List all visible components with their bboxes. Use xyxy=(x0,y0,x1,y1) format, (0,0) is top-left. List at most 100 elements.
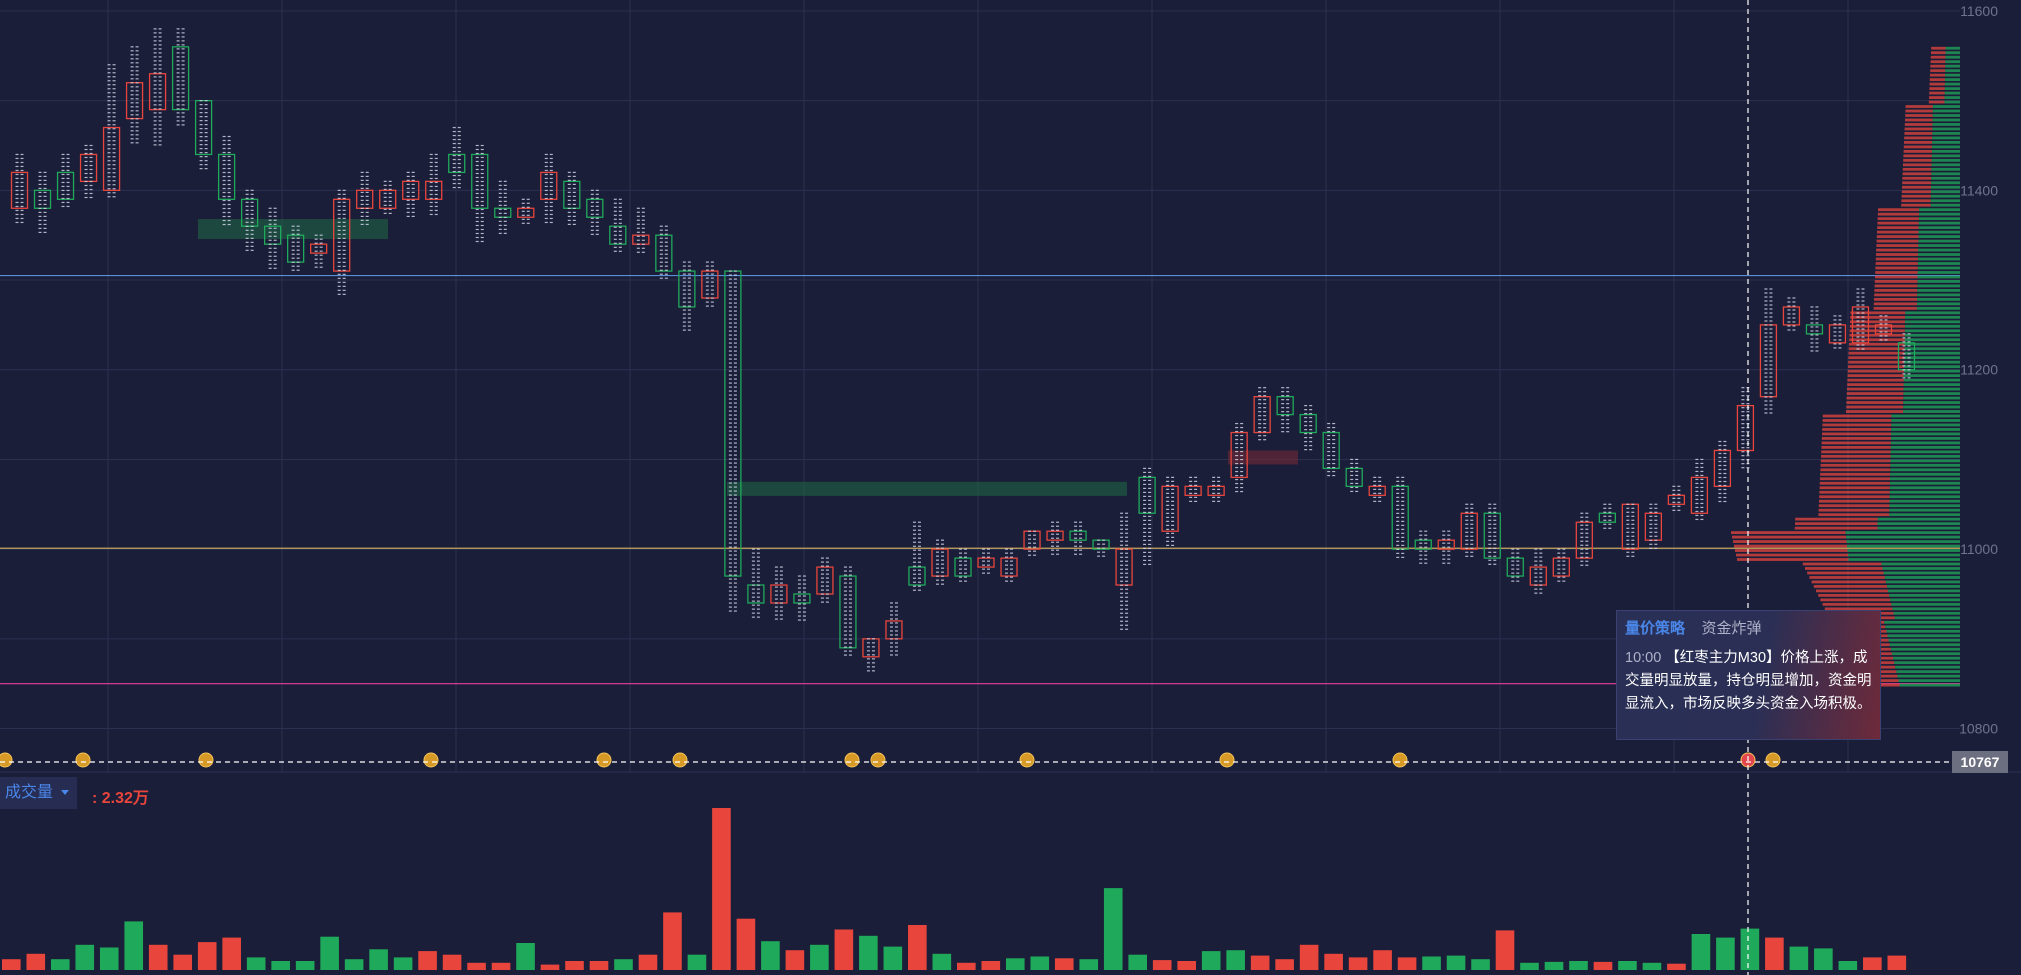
volume-bar[interactable] xyxy=(1642,962,1662,970)
volume-bar[interactable] xyxy=(369,949,388,970)
candle-body[interactable] xyxy=(217,153,236,200)
volume-bar[interactable] xyxy=(1765,937,1784,970)
candle-body[interactable] xyxy=(10,171,29,209)
candles[interactable] xyxy=(10,28,1916,672)
candle-body[interactable] xyxy=(33,189,52,209)
volume-bar[interactable] xyxy=(1446,955,1466,970)
candle-body[interactable] xyxy=(148,73,167,111)
candle-body[interactable] xyxy=(1759,324,1778,398)
candle-body[interactable] xyxy=(1828,324,1847,344)
signal-marker-icon[interactable] xyxy=(423,752,439,768)
signal-marker-icon[interactable] xyxy=(1019,752,1035,768)
candle-body[interactable] xyxy=(1874,324,1893,335)
candle-body[interactable] xyxy=(632,234,650,245)
volume-bar[interactable] xyxy=(981,961,1001,970)
signal-marker-icon[interactable] xyxy=(596,752,612,768)
signal-marker-icon[interactable] xyxy=(0,752,13,768)
candle-body[interactable] xyxy=(1851,306,1870,344)
candle-body[interactable] xyxy=(1529,566,1547,586)
volume-bar[interactable] xyxy=(565,961,584,970)
signal-marker-icon[interactable] xyxy=(844,752,860,768)
candle-body[interactable] xyxy=(1506,557,1524,577)
candle-body[interactable] xyxy=(1897,342,1916,371)
candle-body[interactable] xyxy=(1322,431,1340,470)
candle-body[interactable] xyxy=(586,198,604,218)
volume-bar[interactable] xyxy=(589,961,609,970)
candle-body[interactable] xyxy=(1552,557,1570,577)
volume-bar[interactable] xyxy=(638,954,658,970)
signal-marker-icon[interactable] xyxy=(1765,752,1781,768)
candle-body[interactable] xyxy=(1575,521,1593,559)
candle-body[interactable] xyxy=(885,620,903,640)
signal-marker-icon[interactable] xyxy=(75,752,91,768)
candle-body[interactable] xyxy=(1299,413,1317,434)
candle-body[interactable] xyxy=(1207,485,1225,496)
candle-body[interactable] xyxy=(540,171,558,200)
volume-bar[interactable] xyxy=(1716,937,1735,970)
signal-marker-icon[interactable] xyxy=(198,752,214,768)
volume-bar[interactable] xyxy=(810,944,829,970)
candle-body[interactable] xyxy=(1598,512,1616,523)
volume-bar[interactable] xyxy=(540,964,560,970)
volume-bar[interactable] xyxy=(99,947,119,971)
candle-body[interactable] xyxy=(770,584,788,604)
volume-bar[interactable] xyxy=(1667,963,1686,970)
candle-body[interactable] xyxy=(425,180,443,200)
candle-body[interactable] xyxy=(655,234,673,272)
candle-body[interactable] xyxy=(1046,530,1064,541)
volume-bar[interactable] xyxy=(1201,951,1221,970)
volume-bar[interactable] xyxy=(1569,961,1588,970)
volume-bar[interactable] xyxy=(1348,957,1368,970)
volume-bar[interactable] xyxy=(344,959,364,970)
volume-bar[interactable] xyxy=(418,951,437,970)
volume-bar[interactable] xyxy=(932,953,952,970)
candle-body[interactable] xyxy=(1644,512,1663,541)
volume-bar[interactable] xyxy=(1814,948,1833,970)
candle-body[interactable] xyxy=(356,189,374,209)
volume-bar[interactable] xyxy=(2,959,21,970)
volume-bar[interactable] xyxy=(712,808,731,970)
volume-bar[interactable] xyxy=(124,921,144,970)
volume-bar[interactable] xyxy=(1079,959,1099,970)
candle-body[interactable] xyxy=(56,171,75,200)
signal-markers[interactable] xyxy=(0,752,1781,768)
candle-body[interactable] xyxy=(240,198,259,227)
candle-body[interactable] xyxy=(263,225,282,245)
volume-bar[interactable] xyxy=(467,962,486,970)
volume-bar[interactable] xyxy=(1618,961,1637,970)
candle-body[interactable] xyxy=(1092,539,1110,550)
candle-body[interactable] xyxy=(1276,395,1294,416)
candle-body[interactable] xyxy=(102,126,121,191)
candle-body[interactable] xyxy=(333,198,351,272)
volume-bar[interactable] xyxy=(1152,960,1172,970)
candle-body[interactable] xyxy=(609,225,627,245)
candle-body[interactable] xyxy=(448,153,466,174)
candle-body[interactable] xyxy=(1023,530,1041,550)
volume-bar[interactable] xyxy=(271,961,290,970)
candle-body[interactable] xyxy=(1368,485,1386,496)
candle-body[interactable] xyxy=(1161,485,1179,532)
volume-bar[interactable] xyxy=(687,954,707,970)
candle-body[interactable] xyxy=(747,584,765,604)
volume-bar[interactable] xyxy=(295,961,315,970)
candle-body[interactable] xyxy=(1713,449,1732,488)
candle-body[interactable] xyxy=(1069,530,1087,541)
volume-bar[interactable] xyxy=(736,918,756,970)
volume-bar[interactable] xyxy=(663,912,682,970)
tab-money-bomb[interactable]: 资金炸弹 xyxy=(1701,620,1762,637)
candle-body[interactable] xyxy=(977,557,995,568)
volume-bar[interactable] xyxy=(173,954,193,970)
volume-bar[interactable] xyxy=(859,935,878,970)
candle-body[interactable] xyxy=(793,593,811,604)
candle-body[interactable] xyxy=(379,189,397,209)
signal-marker-icon[interactable] xyxy=(672,752,688,768)
volume-bar[interactable] xyxy=(1275,959,1294,970)
candle-body[interactable] xyxy=(816,566,834,595)
volume-bar[interactable] xyxy=(246,957,266,970)
volume-bar[interactable] xyxy=(1373,950,1392,970)
candle-body[interactable] xyxy=(1483,512,1501,559)
candle-body[interactable] xyxy=(908,566,926,586)
volume-bar[interactable] xyxy=(1177,961,1196,970)
candle-body[interactable] xyxy=(1460,512,1478,550)
